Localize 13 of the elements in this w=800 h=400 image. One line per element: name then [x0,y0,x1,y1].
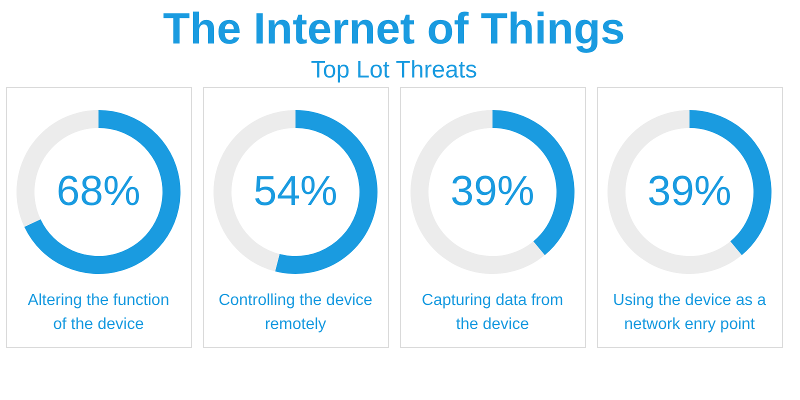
text: Controlling the device remotely [218,292,373,333]
donut-slice [24,110,180,274]
text: The Internet of Things [163,4,625,54]
data-label: 54% [253,167,338,214]
text: Top Lot Threats [310,56,478,84]
data-label: 39% [450,167,535,214]
text: Using the device as a network enry point [613,292,766,333]
data-label: 39% [647,167,732,214]
donut-slice [608,110,742,274]
donut-slice [410,110,545,274]
text: Capturing data from the device [422,292,564,333]
text: Altering the function of the device [28,292,170,333]
data-label: 68% [56,167,141,214]
